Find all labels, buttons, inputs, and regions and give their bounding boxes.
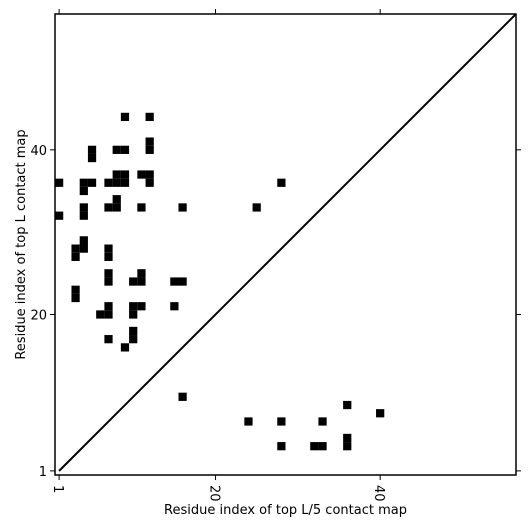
axis-ticks: 1 20 40 1 20 40 — [30, 9, 521, 502]
contact-cell-upper — [104, 302, 113, 311]
contact-cell-upper — [129, 302, 138, 311]
contact-cell-upper — [170, 302, 179, 311]
contact-cell-upper — [145, 137, 154, 146]
contact-cell-upper — [145, 112, 154, 122]
contact-cell-upper — [96, 310, 105, 319]
contact-cell-lower — [318, 417, 327, 426]
contact-cells — [55, 112, 385, 451]
contact-cell-upper — [112, 178, 121, 187]
contact-cell-lower — [343, 400, 352, 410]
contact-cell-upper — [137, 302, 146, 311]
x-tick-label: 40 — [371, 485, 386, 502]
contact-cell-upper — [104, 269, 113, 278]
contact-cell-lower — [310, 442, 319, 451]
contact-cell-upper — [120, 145, 130, 154]
contact-cell-upper — [112, 145, 121, 154]
contact-cell-upper — [104, 252, 113, 261]
contact-cell-upper — [87, 145, 97, 154]
y-tick-label: 1 — [39, 465, 47, 480]
contact-cell-upper — [145, 170, 154, 179]
contact-cell-lower — [277, 442, 286, 451]
y-axis-label: Residue index of top L contact map — [14, 129, 29, 359]
contact-cell-upper — [104, 244, 113, 253]
contact-cell-upper — [112, 203, 121, 212]
x-axis-label: Residue index of top L/5 contact map — [164, 503, 407, 518]
contact-cell-upper — [104, 277, 113, 286]
contact-cell-upper — [178, 203, 187, 212]
contact-cell-upper — [87, 153, 97, 163]
contact-cell-upper — [71, 293, 80, 303]
contact-cell-upper — [104, 335, 113, 344]
contact-cell-upper — [178, 277, 187, 286]
contact-cell-upper — [129, 326, 138, 336]
contact-cell-lower — [244, 417, 253, 426]
contact-cell-lower — [318, 442, 327, 451]
contact-cell-upper — [252, 203, 261, 212]
contact-cell-upper — [137, 269, 146, 278]
contact-cell-upper — [79, 236, 88, 245]
contact-cell-upper — [55, 211, 64, 220]
contact-cell-upper — [120, 112, 130, 122]
contact-cell-upper — [104, 203, 113, 212]
x-tick-label: 20 — [207, 485, 222, 502]
contact-cell-lower — [343, 442, 352, 451]
x-tick-label: 1 — [50, 485, 65, 493]
contact-cell-upper — [79, 203, 88, 212]
contact-cell-upper — [71, 285, 80, 294]
contact-cell-lower — [178, 392, 187, 401]
contact-cell-upper — [120, 178, 130, 187]
contact-cell-upper — [71, 252, 80, 261]
contact-cell-upper — [170, 277, 179, 286]
plot-frame — [54, 13, 517, 476]
contact-cell-upper — [87, 178, 97, 187]
contact-cell-upper — [129, 335, 138, 344]
contact-cell-upper — [79, 178, 88, 187]
contact-cell-upper — [79, 211, 88, 220]
contact-cell-upper — [137, 277, 146, 286]
contact-cell-upper — [145, 145, 154, 154]
contact-cell-upper — [120, 343, 130, 352]
contact-cell-upper — [55, 178, 64, 187]
contact-cell-upper — [129, 310, 138, 319]
contact-cell-upper — [79, 186, 88, 196]
contact-cell-upper — [104, 310, 113, 319]
contact-cell-upper — [277, 178, 286, 187]
y-tick-label: 40 — [30, 144, 47, 159]
contact-cell-lower — [277, 417, 286, 426]
contact-cell-upper — [137, 170, 146, 179]
contact-cell-upper — [129, 277, 138, 286]
contact-cell-lower — [343, 433, 352, 443]
contact-cell-upper — [120, 170, 130, 179]
diagonal-line — [58, 13, 517, 472]
contact-cell-upper — [112, 170, 121, 179]
contact-cell-upper — [112, 195, 121, 204]
contact-cell-upper — [104, 178, 113, 187]
y-tick-label: 20 — [30, 308, 47, 323]
contact-cell-upper — [71, 244, 80, 253]
contact-cell-upper — [145, 178, 154, 187]
contact-cell-upper — [137, 203, 146, 212]
contact-cell-lower — [376, 409, 385, 418]
contact-cell-upper — [79, 244, 88, 253]
